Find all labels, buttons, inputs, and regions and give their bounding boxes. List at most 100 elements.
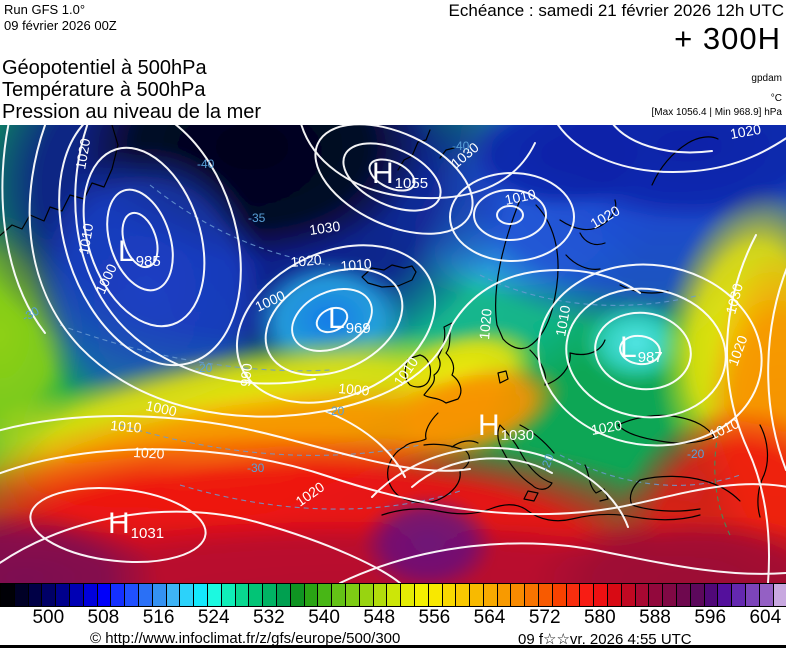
footer-generated-date: 09 f☆☆vr. 2026 4:55 UTC	[518, 631, 692, 648]
param-temperature: Température à 500hPa	[2, 79, 206, 101]
colorbar-cell	[538, 584, 552, 606]
parameter-titles: Géopotentiel à 500hPa Température à 500h…	[2, 57, 261, 123]
temperature-label: -20	[195, 361, 213, 375]
colorbar-tick-label: 596	[694, 607, 727, 628]
low-pressure-center: L969	[328, 302, 371, 337]
isobar-label: 1000	[144, 397, 178, 419]
colorbar	[0, 583, 786, 607]
colorbar-tick-label: 588	[639, 607, 671, 628]
colorbar-cell	[482, 584, 497, 606]
colorbar-cell	[27, 584, 42, 606]
high-pressure-center: H1030	[478, 409, 534, 444]
colorbar-cell	[110, 584, 125, 606]
colorbar-cell	[510, 584, 525, 606]
temperature-color-field	[0, 125, 786, 583]
colorbar-cell	[41, 584, 56, 606]
colorbar-cell	[96, 584, 111, 606]
colorbar-cell	[317, 584, 332, 606]
colorbar-cell	[137, 584, 152, 606]
colorbar-cell	[607, 584, 621, 606]
colorbar-cell	[662, 584, 677, 606]
colorbar-cell	[496, 584, 511, 606]
colorbar-cell	[524, 584, 539, 606]
temperature-label: -30	[247, 461, 265, 475]
colorbar-cell	[165, 584, 180, 606]
colorbar-cell	[344, 584, 359, 606]
colorbar-cell	[772, 584, 786, 606]
colorbar-cell	[220, 584, 235, 606]
isobar-label: 1020	[72, 137, 93, 171]
footer-url: © http://www.infoclimat.fr/z/gfs/europe/…	[90, 630, 401, 647]
colorbar-cell	[151, 584, 166, 606]
colorbar-cell	[717, 584, 732, 606]
colorbar-cell	[579, 584, 594, 606]
colorbar-cell	[469, 584, 483, 606]
colorbar-tick-label: 580	[583, 607, 616, 628]
colorbar-cell	[55, 584, 69, 606]
colorbar-cell	[731, 584, 746, 606]
isobar-contours	[0, 125, 786, 583]
colorbar-tick-label: 524	[197, 607, 230, 628]
colorbar-cell	[82, 584, 97, 606]
colorbar-cell	[303, 584, 318, 606]
colorbar-cell	[124, 584, 138, 606]
colorbar-tick-label: 516	[142, 607, 175, 628]
isobar-label: 1030	[722, 281, 746, 315]
colorbar-tick-label: 508	[87, 607, 120, 628]
temperature-label: -20	[327, 404, 345, 418]
high-pressure-center: H1031	[108, 507, 164, 542]
colorbar-cell	[400, 584, 414, 606]
colorbar-cell	[372, 584, 387, 606]
colorbar-tick-label: 500	[32, 607, 65, 628]
forecast-map: 1020 1010 1000 1030 1020 1010 1000 990 1000 1010 1…	[0, 125, 786, 583]
colorbar-cell	[13, 584, 28, 606]
temperature-label: -35	[248, 211, 266, 225]
forecast-step: + 300H	[674, 21, 781, 56]
colorbar-cell	[648, 584, 663, 606]
isobar-label: 1010	[110, 417, 143, 436]
isobar-label: 1010	[340, 255, 373, 274]
colorbar-tick-label: 564	[473, 607, 506, 628]
colorbar-cell	[0, 584, 14, 606]
colorbar-cell	[358, 584, 373, 606]
colorbar-cell	[386, 584, 401, 606]
low-pressure-center: L985	[118, 235, 161, 270]
colorbar-cell	[289, 584, 304, 606]
colorbar-cell	[593, 584, 608, 606]
colorbar-tick-label: 556	[418, 607, 451, 628]
isobar-label: 1020	[290, 251, 323, 270]
isobar-label: 1020	[476, 308, 495, 341]
param-geopotential: Géopotentiel à 500hPa	[2, 57, 207, 79]
isobar-label: 990	[237, 362, 255, 387]
colorbar-cell	[193, 584, 207, 606]
low-pressure-center: L987	[620, 331, 663, 366]
colorbar-cell	[427, 584, 442, 606]
unit-temperature: °C	[770, 93, 782, 104]
colorbar-cell	[455, 584, 470, 606]
colorbar-cell	[234, 584, 249, 606]
isobar-label: 1020	[729, 125, 763, 142]
colorbar-ticks: 500 508 516 524 532 540 548 556 564 572 580 588 596 6…	[0, 606, 786, 630]
colorbar-cell	[620, 584, 635, 606]
colorbar-cell	[68, 584, 83, 606]
colorbar-tick-label: 540	[308, 607, 340, 628]
temperature-label: -20	[538, 452, 557, 473]
param-pressure: Pression au niveau de la mer	[2, 101, 262, 123]
colorbar-cell	[331, 584, 345, 606]
isobar-label: 1010	[552, 304, 573, 338]
colorbar-tick-label: 572	[528, 607, 561, 628]
run-model: Run GFS 1.0°	[4, 2, 86, 17]
isobar-label: 1020	[133, 444, 165, 462]
colorbar-cell	[441, 584, 456, 606]
valid-time-label: Echéance : samedi 21 février 2026 12h UT…	[448, 1, 784, 20]
isobar-label: 1030	[308, 218, 341, 238]
colorbar-cell	[275, 584, 290, 606]
colorbar-cell	[676, 584, 690, 606]
model-run-info: Run GFS 1.0° 09 février 2026 00Z	[4, 2, 117, 34]
unit-pressure-minmax: [Max 1056.4 | Min 968.9] hPa	[651, 107, 782, 118]
temperature-label: -20	[687, 447, 705, 461]
temperature-contours	[59, 184, 741, 536]
colorbar-cell	[206, 584, 221, 606]
